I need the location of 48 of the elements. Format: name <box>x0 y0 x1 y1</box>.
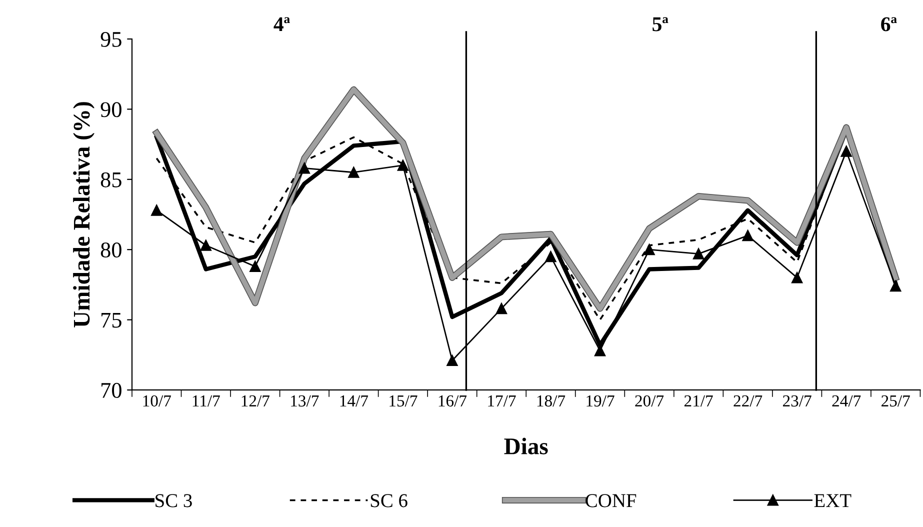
point <box>298 162 310 174</box>
x-tick-label: 18/7 <box>537 395 566 407</box>
x-tick-label: 16/7 <box>438 395 467 407</box>
legend-label: SC 6 <box>370 494 408 508</box>
point <box>890 280 902 292</box>
point <box>692 248 704 260</box>
y-tick-label: 95 <box>100 32 122 47</box>
y-tick-label: 80 <box>100 242 122 258</box>
text: 4ª <box>274 17 290 32</box>
x-tick-label: 24/7 <box>832 395 861 407</box>
text: 5ª <box>652 17 668 32</box>
legend-label: SC 3 <box>156 494 192 508</box>
point <box>200 240 212 251</box>
line-series <box>153 86 899 312</box>
y-axis-title: Umidade Relativa (%) <box>73 102 94 328</box>
x-tick-label: 23/7 <box>782 395 812 407</box>
x-tick-label: 17/7 <box>488 395 516 407</box>
point <box>397 160 409 171</box>
x-tick-label: 14/7 <box>340 395 368 407</box>
point <box>594 345 606 356</box>
x-tick-label: 25/7 <box>882 395 910 407</box>
point <box>446 354 458 366</box>
legend-label: CONF <box>586 494 636 508</box>
x-tick-label: 11/7 <box>192 395 220 407</box>
x-tick-label: 10/7 <box>143 395 171 407</box>
point <box>644 244 655 256</box>
x-tick-label: 22/7 <box>734 395 762 407</box>
y-tick-label: 75 <box>102 312 122 328</box>
point <box>545 251 556 262</box>
x-tick-label: 21/7 <box>684 395 713 407</box>
point <box>151 204 162 216</box>
y-tick-label: 70 <box>102 382 122 398</box>
x-tick-label: 12/7 <box>242 395 270 407</box>
point <box>348 166 360 178</box>
x-tick-label: 15/7 <box>390 395 418 407</box>
point <box>742 230 754 242</box>
x-axis-title: Dias <box>504 438 548 454</box>
text: 6ª <box>881 17 897 32</box>
point <box>250 260 261 272</box>
x-tick-label: 19/7 <box>586 395 614 407</box>
point <box>840 146 852 157</box>
y-tick-label: 85 <box>100 172 122 188</box>
y-tick-label: 90 <box>100 102 122 118</box>
x-tick-label: 20/7 <box>635 395 664 407</box>
x-tick-label: 13/7 <box>291 395 319 407</box>
point <box>792 272 803 284</box>
legend-label: EXT <box>814 494 852 508</box>
point <box>496 302 508 314</box>
